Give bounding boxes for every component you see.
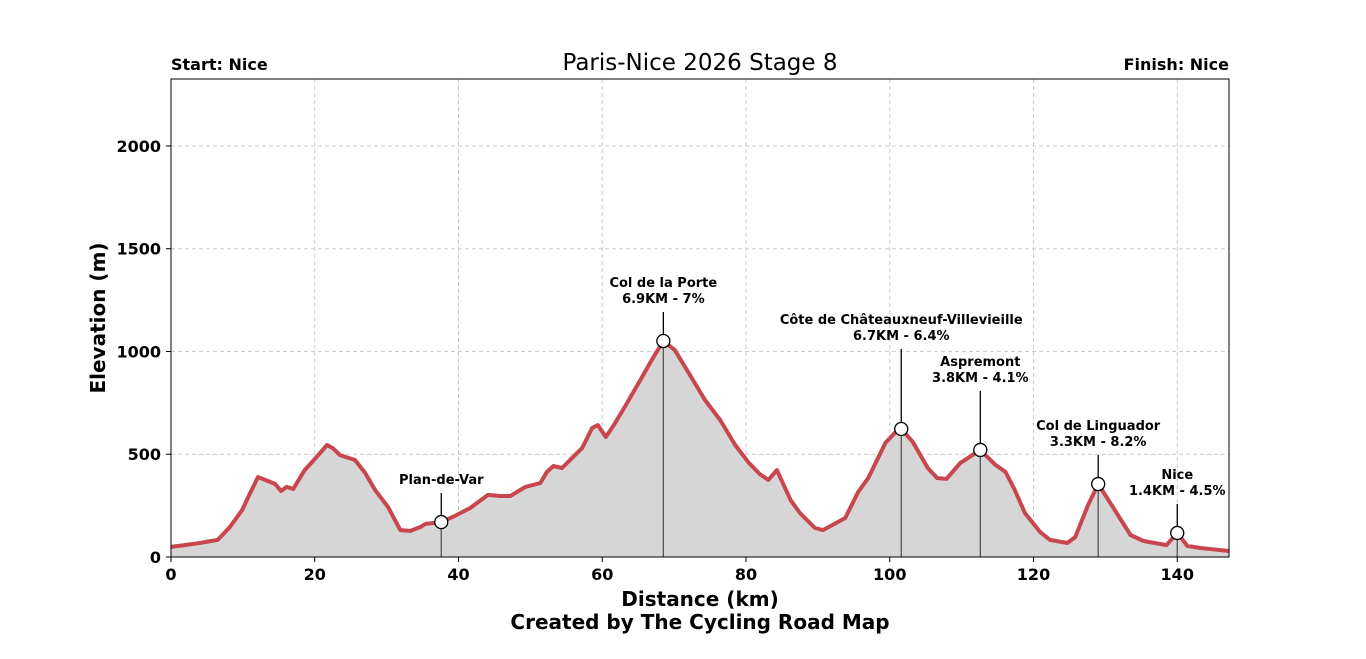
climb-name-label: Col de la Porte <box>609 276 717 291</box>
y-tick-label: 1000 <box>116 342 161 361</box>
x-tick-label: 140 <box>1161 565 1194 584</box>
x-tick-label: 20 <box>304 565 326 584</box>
x-tick-label: 120 <box>1017 565 1050 584</box>
start-label: Start: Nice <box>171 55 268 74</box>
y-tick-label: 0 <box>150 548 161 567</box>
climb-detail-label: 6.7KM - 6.4% <box>853 329 950 344</box>
climb-detail-label: 3.3KM - 8.2% <box>1050 435 1147 450</box>
climb-name-label: Aspremont <box>940 355 1020 370</box>
climb-name-label: Côte de Châteauxneuf-Villevieille <box>780 313 1023 328</box>
climb-detail-label: 6.9KM - 7% <box>622 292 705 307</box>
finish-label: Finish: Nice <box>1124 55 1230 74</box>
climb-detail-label: 3.8KM - 4.1% <box>932 371 1029 386</box>
profile-area-group <box>170 339 1230 557</box>
y-tick-label: 2000 <box>116 137 161 156</box>
axes: 0 20 40 60 80 100 120 140 0 500 1000 1500 2000 <box>116 78 1230 584</box>
climb-marker <box>1091 476 1106 492</box>
y-tick-label: 500 <box>128 445 161 464</box>
x-tick-label: 40 <box>447 565 469 584</box>
climb-marker <box>894 421 909 437</box>
chart-title: Paris-Nice 2026 Stage 8 <box>562 50 837 76</box>
climb-marker <box>656 333 671 349</box>
climb-detail-label: 1.4KM - 4.5% <box>1129 484 1226 499</box>
climb-marker <box>1170 525 1185 541</box>
climb-name-label: Col de Linguador <box>1036 419 1161 434</box>
x-tick-label: 80 <box>735 565 757 584</box>
plot-frame <box>170 78 1230 558</box>
y-axis-label: Elevation (m) <box>86 242 110 393</box>
x-tick-label: 100 <box>873 565 906 584</box>
y-tick-label: 1500 <box>116 240 161 259</box>
credit-label: Created by The Cycling Road Map <box>510 610 889 634</box>
x-tick-label: 0 <box>165 565 176 584</box>
climb-marker <box>434 514 449 530</box>
climb-marker <box>973 442 988 458</box>
climb-name-label: Plan-de-Var <box>399 473 484 488</box>
climb-name-label: Nice <box>1161 468 1193 483</box>
x-axis-label: Distance (km) <box>621 587 778 611</box>
x-tick-label: 60 <box>591 565 613 584</box>
profile-fill <box>171 341 1229 557</box>
profile-line <box>170 339 1230 553</box>
